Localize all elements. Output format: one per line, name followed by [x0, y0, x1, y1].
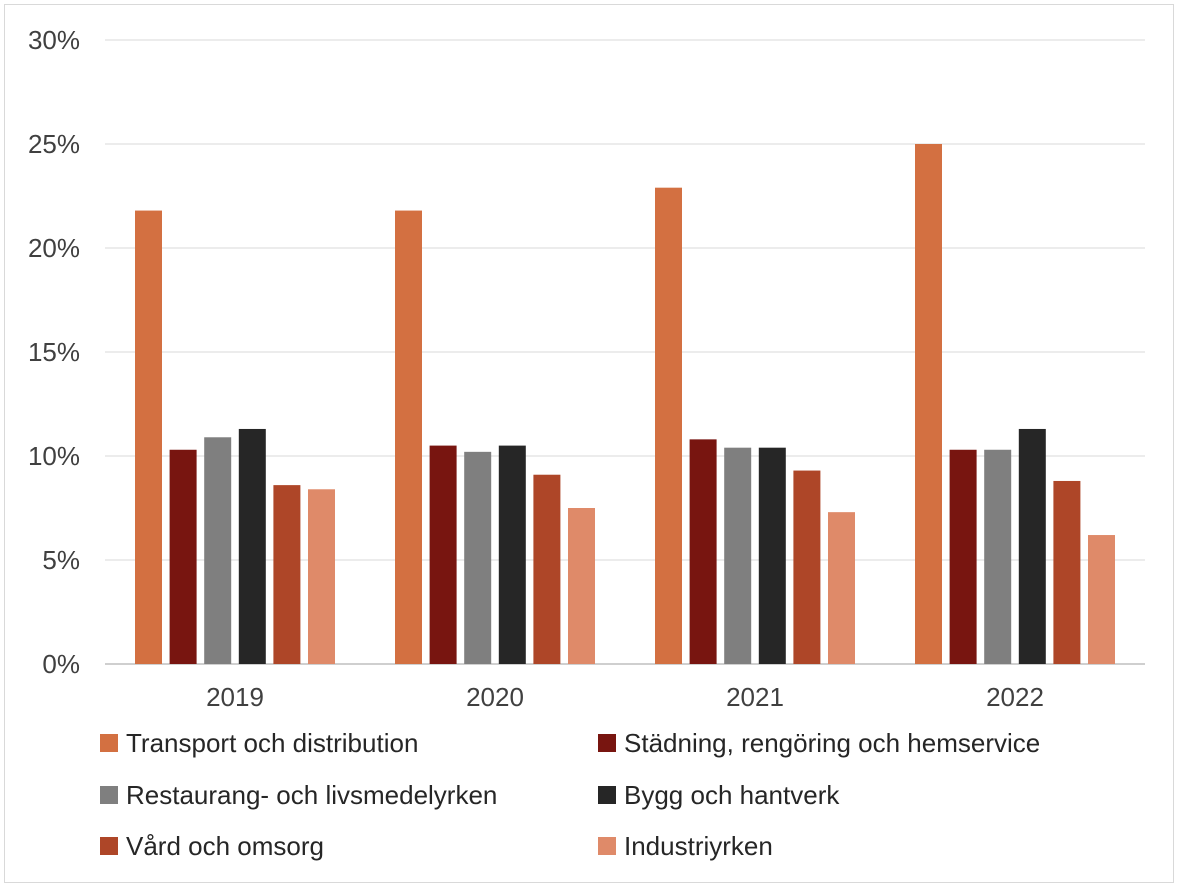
y-tick-label: 25% — [28, 129, 80, 159]
y-tick-label: 5% — [42, 545, 80, 575]
legend-label: Transport och distribution — [126, 728, 418, 758]
bar — [1053, 480, 1081, 664]
bar — [308, 489, 335, 664]
legend-label: Bygg och hantverk — [624, 780, 840, 810]
legend-swatch — [598, 734, 616, 752]
bar — [984, 449, 1012, 664]
legend-swatch — [100, 786, 118, 804]
chart-frame — [4, 4, 1174, 883]
bar — [758, 447, 786, 664]
bar — [135, 210, 162, 664]
bar — [793, 470, 821, 664]
y-tick-label: 20% — [28, 233, 80, 263]
legend: Transport och distribution Städning, reng… — [100, 728, 1040, 861]
bar — [1018, 428, 1046, 664]
x-tick-label: 2022 — [986, 682, 1044, 712]
bar — [724, 447, 752, 664]
bar — [915, 144, 942, 664]
bars — [135, 144, 1115, 664]
legend-swatch — [100, 837, 118, 855]
legend-swatch — [100, 734, 118, 752]
bar — [568, 508, 595, 664]
bar — [533, 474, 561, 664]
bar — [1088, 535, 1115, 664]
x-tick-label: 2021 — [726, 682, 784, 712]
bar — [689, 439, 717, 664]
bar — [655, 187, 682, 664]
legend-swatch — [598, 837, 616, 855]
bar — [464, 451, 492, 664]
legend-label: Restaurang- och livsmedelyrken — [126, 780, 497, 810]
x-tick-label: 2019 — [206, 682, 264, 712]
bar — [204, 437, 232, 664]
x-axis-ticks: 2019 2020 2021 2022 — [206, 682, 1044, 712]
bar — [273, 485, 301, 664]
bar — [395, 210, 422, 664]
x-tick-label: 2020 — [466, 682, 524, 712]
bar — [828, 512, 855, 664]
y-tick-label: 30% — [28, 25, 80, 55]
y-tick-label: 15% — [28, 337, 80, 367]
y-axis-ticks: 0% 5% 10% 15% 20% 25% 30% — [28, 25, 80, 679]
bar — [169, 449, 197, 664]
legend-swatch — [598, 786, 616, 804]
legend-label: Industriyrken — [624, 831, 773, 861]
bar — [238, 428, 266, 664]
y-tick-label: 10% — [28, 441, 80, 471]
bar — [429, 445, 457, 664]
legend-label: Städning, rengöring och hemservice — [624, 728, 1040, 758]
bar — [498, 445, 526, 664]
legend-label: Vård och omsorg — [126, 831, 324, 861]
y-tick-label: 0% — [42, 649, 80, 679]
bar — [949, 449, 977, 664]
